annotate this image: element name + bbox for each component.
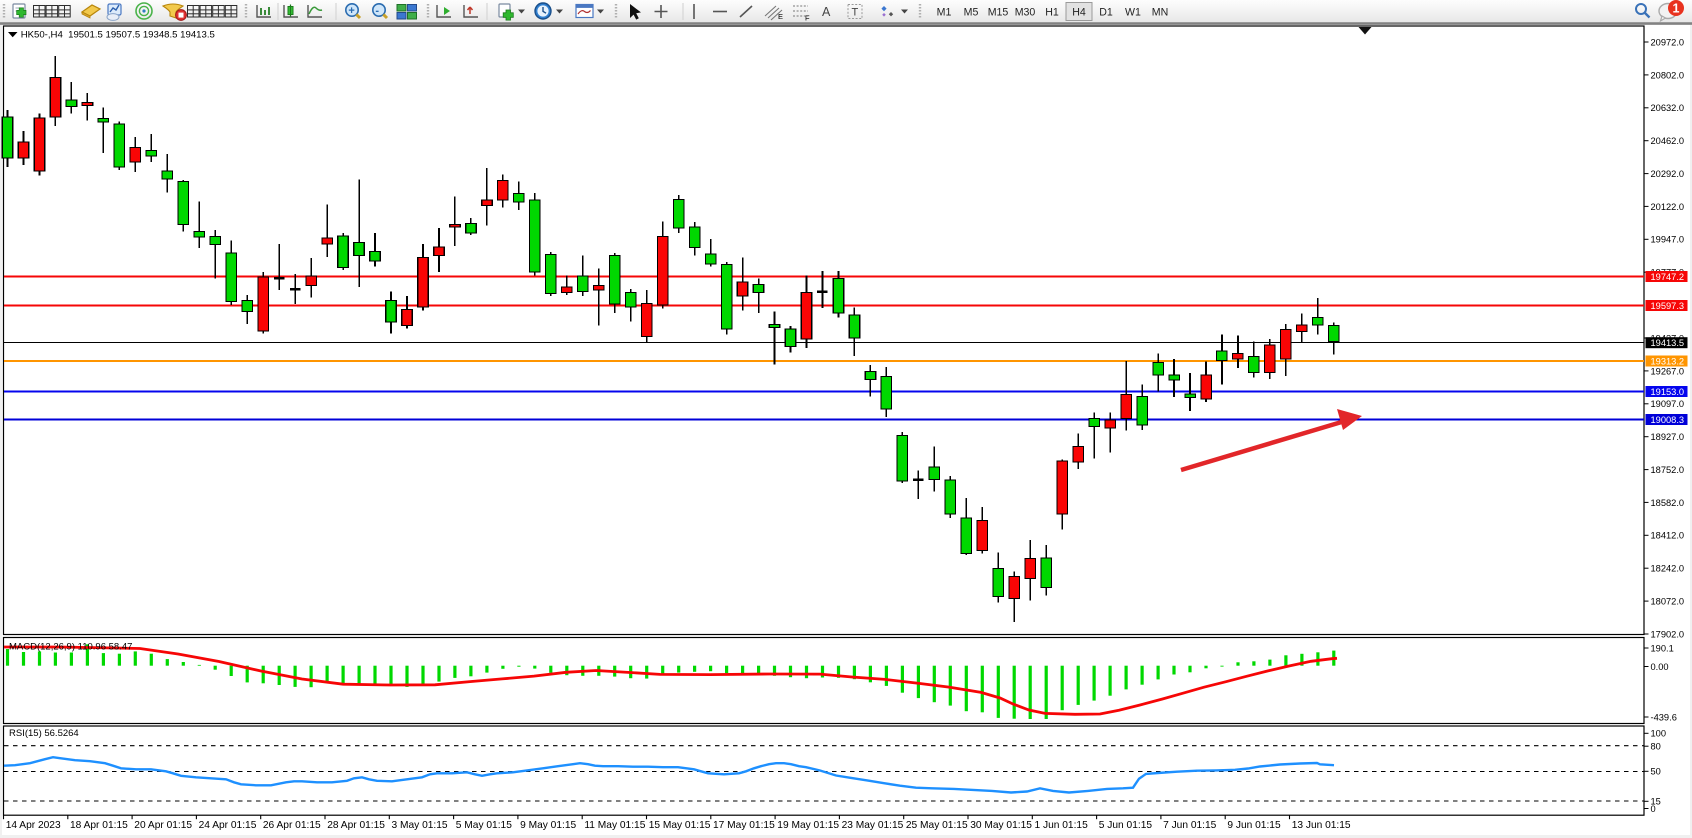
svg-text:M1: M1 bbox=[937, 6, 952, 18]
svg-text:190.1: 190.1 bbox=[1651, 643, 1674, 653]
svg-text:50: 50 bbox=[1651, 767, 1661, 777]
svg-text:MN: MN bbox=[1152, 6, 1168, 18]
svg-text:19267.0: 19267.0 bbox=[1651, 366, 1685, 376]
svg-text:18412.0: 18412.0 bbox=[1651, 531, 1685, 541]
svg-text:M15: M15 bbox=[988, 6, 1009, 18]
svg-text:20122.0: 20122.0 bbox=[1651, 202, 1685, 212]
svg-text:MACD(12,26,9) 110.96 58.47: MACD(12,26,9) 110.96 58.47 bbox=[9, 642, 132, 653]
svg-text:14 Apr 2023: 14 Apr 2023 bbox=[6, 820, 61, 831]
svg-text:100: 100 bbox=[1651, 729, 1667, 739]
svg-text:5 Jun 01:15: 5 Jun 01:15 bbox=[1099, 820, 1153, 831]
svg-text:20972.0: 20972.0 bbox=[1651, 37, 1685, 47]
svg-text:19153.0: 19153.0 bbox=[1651, 387, 1685, 397]
svg-text:M30: M30 bbox=[1015, 6, 1036, 18]
svg-text:19747.2: 19747.2 bbox=[1651, 272, 1685, 282]
svg-text:T: T bbox=[852, 7, 859, 19]
svg-text:19 May 01:15: 19 May 01:15 bbox=[777, 820, 839, 831]
svg-text:-: - bbox=[375, 5, 379, 17]
svg-text:W1: W1 bbox=[1125, 6, 1141, 18]
svg-text:20462.0: 20462.0 bbox=[1651, 136, 1685, 146]
svg-text:17 May 01:15: 17 May 01:15 bbox=[713, 820, 775, 831]
svg-text:19313.2: 19313.2 bbox=[1651, 357, 1685, 367]
svg-text:25 May 01:15: 25 May 01:15 bbox=[906, 820, 968, 831]
svg-text:5 May 01:15: 5 May 01:15 bbox=[456, 820, 512, 831]
svg-text:20292.0: 20292.0 bbox=[1651, 169, 1685, 179]
svg-text:0.00: 0.00 bbox=[1651, 662, 1669, 672]
svg-text:19597.3: 19597.3 bbox=[1651, 301, 1685, 311]
svg-text:28 Apr 01:15: 28 Apr 01:15 bbox=[327, 820, 385, 831]
svg-text:D1: D1 bbox=[1099, 6, 1113, 18]
svg-text:19947.0: 19947.0 bbox=[1651, 235, 1685, 245]
svg-text:1 Jun 01:15: 1 Jun 01:15 bbox=[1035, 820, 1089, 831]
svg-text:15 May 01:15: 15 May 01:15 bbox=[649, 820, 711, 831]
svg-text:13 Jun 01:15: 13 Jun 01:15 bbox=[1292, 820, 1351, 831]
svg-text:RSI(15) 56.5264: RSI(15) 56.5264 bbox=[9, 728, 79, 739]
svg-text:0: 0 bbox=[1651, 804, 1656, 814]
svg-text:E: E bbox=[778, 12, 783, 21]
svg-text:11 May 01:15: 11 May 01:15 bbox=[584, 820, 645, 831]
svg-text:F: F bbox=[805, 14, 810, 23]
svg-text:+: + bbox=[348, 5, 354, 17]
svg-text:19097.0: 19097.0 bbox=[1651, 399, 1685, 409]
svg-text:18752.0: 18752.0 bbox=[1651, 465, 1685, 475]
svg-text:23 May 01:15: 23 May 01:15 bbox=[842, 820, 904, 831]
svg-text:24 Apr 01:15: 24 Apr 01:15 bbox=[199, 820, 257, 831]
svg-text:A: A bbox=[822, 5, 831, 19]
svg-text:80: 80 bbox=[1651, 742, 1661, 752]
svg-text:3 May 01:15: 3 May 01:15 bbox=[392, 820, 448, 831]
svg-text:26 Apr 01:15: 26 Apr 01:15 bbox=[263, 820, 321, 831]
svg-text:M5: M5 bbox=[964, 6, 979, 18]
svg-text:9 Jun 01:15: 9 Jun 01:15 bbox=[1227, 820, 1281, 831]
svg-text:HK50-,H4 19501.5 19507.5 1934: HK50-,H4 19501.5 19507.5 19348.5 19413.5 bbox=[21, 29, 215, 40]
svg-text:20 Apr 01:15: 20 Apr 01:15 bbox=[134, 820, 192, 831]
svg-text:15: 15 bbox=[1651, 797, 1661, 807]
svg-text:19413.5: 19413.5 bbox=[1651, 338, 1685, 348]
svg-text:20632.0: 20632.0 bbox=[1651, 103, 1685, 113]
svg-text:18582.0: 18582.0 bbox=[1651, 498, 1685, 508]
svg-text:18242.0: 18242.0 bbox=[1651, 564, 1685, 574]
svg-text:H4: H4 bbox=[1072, 6, 1086, 18]
svg-text:18 Apr 01:15: 18 Apr 01:15 bbox=[70, 820, 128, 831]
svg-text:30 May 01:15: 30 May 01:15 bbox=[970, 820, 1032, 831]
svg-text:9 May 01:15: 9 May 01:15 bbox=[520, 820, 576, 831]
svg-text:7 Jun 01:15: 7 Jun 01:15 bbox=[1163, 820, 1217, 831]
svg-text:1: 1 bbox=[1673, 2, 1680, 16]
svg-text:H1: H1 bbox=[1045, 6, 1059, 18]
svg-text:20802.0: 20802.0 bbox=[1651, 70, 1685, 80]
svg-text:19008.3: 19008.3 bbox=[1651, 415, 1685, 425]
svg-text:17902.0: 17902.0 bbox=[1651, 629, 1685, 639]
svg-text:18927.0: 18927.0 bbox=[1651, 432, 1685, 442]
svg-text:18072.0: 18072.0 bbox=[1651, 597, 1685, 607]
svg-text:-439.6: -439.6 bbox=[1651, 712, 1677, 722]
